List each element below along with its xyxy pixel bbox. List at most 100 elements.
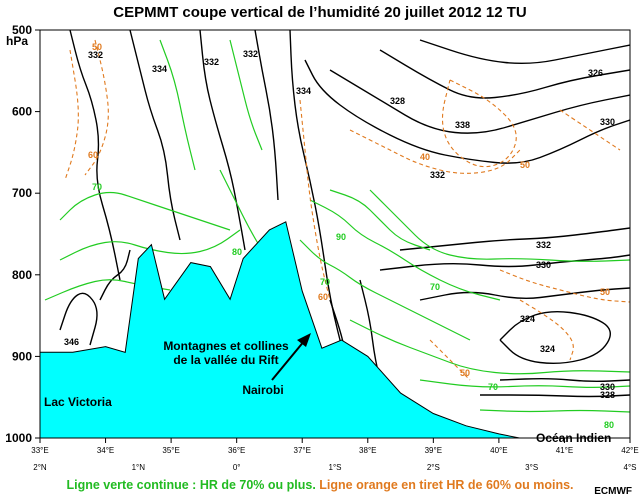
- x-lat-label-6: 4°S: [624, 463, 637, 472]
- theta-contour-3: [254, 30, 279, 201]
- theta-contour-18: [329, 299, 346, 351]
- theta-label-6: 324: [520, 314, 535, 324]
- theta-label-8: 346: [64, 337, 79, 347]
- rh-dry-contour-0: [84, 39, 109, 176]
- rh-humid-contour-5: [309, 199, 501, 301]
- theta-contour-2: [199, 30, 246, 251]
- rh-humid-contour-9: [419, 379, 630, 388]
- y-tick-label-3: 800: [12, 268, 32, 282]
- rh-humid-label-1: 80: [232, 247, 242, 257]
- annotations: Montagnes et collines de la vallée du Ri…: [44, 333, 611, 445]
- y-tick-label-2: 700: [12, 186, 32, 200]
- rh-humid-contour-11: [159, 39, 196, 171]
- rh-dry-contour-7: [429, 339, 471, 381]
- contour-labels: 332 334 332 332 334 326 324 324 346 332 328 338 330 3…: [64, 42, 615, 430]
- x-lon-label-8: 41°E: [556, 446, 573, 455]
- x-lon-label-1: 34°E: [97, 446, 114, 455]
- theta-contour-13: [499, 377, 630, 383]
- rh-dry-contour-1: [64, 49, 79, 181]
- terrain-profile: [40, 221, 565, 438]
- theta-label-3: 332: [243, 49, 258, 59]
- y-unit-label: hPa: [6, 34, 28, 48]
- theta-contour-5: [304, 59, 630, 164]
- theta-contour-15: [59, 292, 98, 346]
- theta-contour-14: [479, 394, 630, 398]
- rift-label-line1: Montagnes et collines: [163, 339, 289, 353]
- rh-humid-label-2: 90: [336, 232, 346, 242]
- rh-dry-label-4: 50: [520, 160, 530, 170]
- theta-label-4: 334: [296, 86, 311, 96]
- x-lon-label-0: 33°E: [31, 446, 48, 455]
- theta-label-2: 332: [204, 57, 219, 67]
- rh-humid-contour-0: [59, 191, 231, 231]
- x-lon-label-4: 37°E: [294, 446, 311, 455]
- theta-label-1: 334: [152, 64, 167, 74]
- y-axis: 500 600 700 800 900 1000 hPa: [5, 23, 40, 445]
- x-lat-label-3: 1°S: [329, 463, 342, 472]
- rh-dry-contour-8: [559, 109, 621, 151]
- theta-label-7: 324: [540, 344, 555, 354]
- theta-contour-11: [419, 287, 630, 301]
- x-lon-label-9: 42°E: [621, 446, 638, 455]
- legend-footer: Ligne verte continue : HR de 70% ou plus…: [0, 478, 640, 492]
- theta-contour-8: [419, 39, 630, 65]
- plot-frame: [39, 29, 631, 439]
- theta-contour-4: [289, 30, 346, 361]
- theta-contour-7: [379, 49, 630, 99]
- rh-humid-label-0: 70: [92, 182, 102, 192]
- rh-humid-contour-12: [229, 39, 263, 151]
- rh-dry-label-6: 50: [600, 287, 610, 297]
- rh-humid-label-5: 80: [604, 420, 614, 430]
- rh-dry-contour-6: [519, 299, 574, 361]
- theta-label-extra-5: 330: [536, 260, 551, 270]
- y-tick-label-1: 600: [12, 105, 32, 119]
- chart-title: CEPMMT coupe vertical de l’humidité 20 j…: [113, 4, 527, 21]
- x-lon-label-7: 40°E: [490, 446, 507, 455]
- rh-dry-contour-4: [441, 79, 517, 168]
- nairobi-label: Nairobi: [242, 383, 283, 397]
- y-tick-label-4: 900: [12, 349, 32, 363]
- rh-humid-label-4: 70: [488, 382, 498, 392]
- nairobi-arrow-shaft: [271, 339, 306, 381]
- theta-contour-10: [379, 254, 630, 271]
- lake-label: Lac Victoria: [44, 395, 112, 409]
- rh-humid-contour-4: [299, 239, 471, 341]
- theta-label-extra-0: 332: [430, 170, 445, 180]
- x-lat-label-5: 3°S: [525, 463, 538, 472]
- rh-humid-contour-8: [349, 319, 630, 375]
- theta-label-extra-7: 328: [600, 390, 615, 400]
- theta-label-extra-3: 330: [600, 117, 615, 127]
- rift-label-line2: de la vallée du Rift: [173, 353, 278, 367]
- legend-green-text: Ligne verte continue : HR de 70% ou plus…: [66, 478, 316, 492]
- rh-humid-contour-7: [369, 189, 630, 262]
- rh-dry-label-3: 40: [420, 152, 430, 162]
- x-lat-label-2: 0°: [233, 463, 241, 472]
- theta-contour-9: [399, 227, 630, 251]
- theta-contour-0: [69, 30, 121, 281]
- theta-contour-6: [329, 69, 630, 134]
- y-tick-label-0: 500: [12, 23, 32, 37]
- dry-contours: [64, 39, 630, 381]
- x-lon-label-2: 35°E: [162, 446, 179, 455]
- theta-label-extra-6: 330: [600, 382, 615, 392]
- x-axis-latitude: 2°N 1°N 0° 1°S 2°S 3°S 4°S: [33, 463, 636, 472]
- x-axis-longitude: 33°E 34°E 35°E 36°E 37°E 38°E 39°E 40°E 41°E 42°E: [31, 438, 639, 455]
- rh-dry-contour-5: [499, 269, 630, 303]
- y-tick-label-5: 1000: [5, 431, 32, 445]
- ocean-label: Océan Indien: [536, 431, 611, 445]
- x-lon-label-3: 36°E: [228, 446, 245, 455]
- theta-label-5: 326: [588, 68, 603, 78]
- nairobi-arrow-head: [297, 333, 311, 347]
- rh-humid-contour-6: [329, 189, 431, 251]
- rh-dry-label-0: 50: [92, 42, 102, 52]
- rh-dry-contour-3: [349, 129, 521, 174]
- theta-label-extra-2: 338: [455, 120, 470, 130]
- x-lat-label-1: 1°N: [132, 463, 146, 472]
- rh-dry-label-5: 50: [460, 368, 470, 378]
- x-lon-label-5: 38°E: [359, 446, 376, 455]
- theta-label-0: 332: [88, 50, 103, 60]
- theta-contour-12: [499, 310, 612, 365]
- rh-humid-contour-1: [59, 229, 241, 261]
- theta-label-extra-4: 332: [536, 240, 551, 250]
